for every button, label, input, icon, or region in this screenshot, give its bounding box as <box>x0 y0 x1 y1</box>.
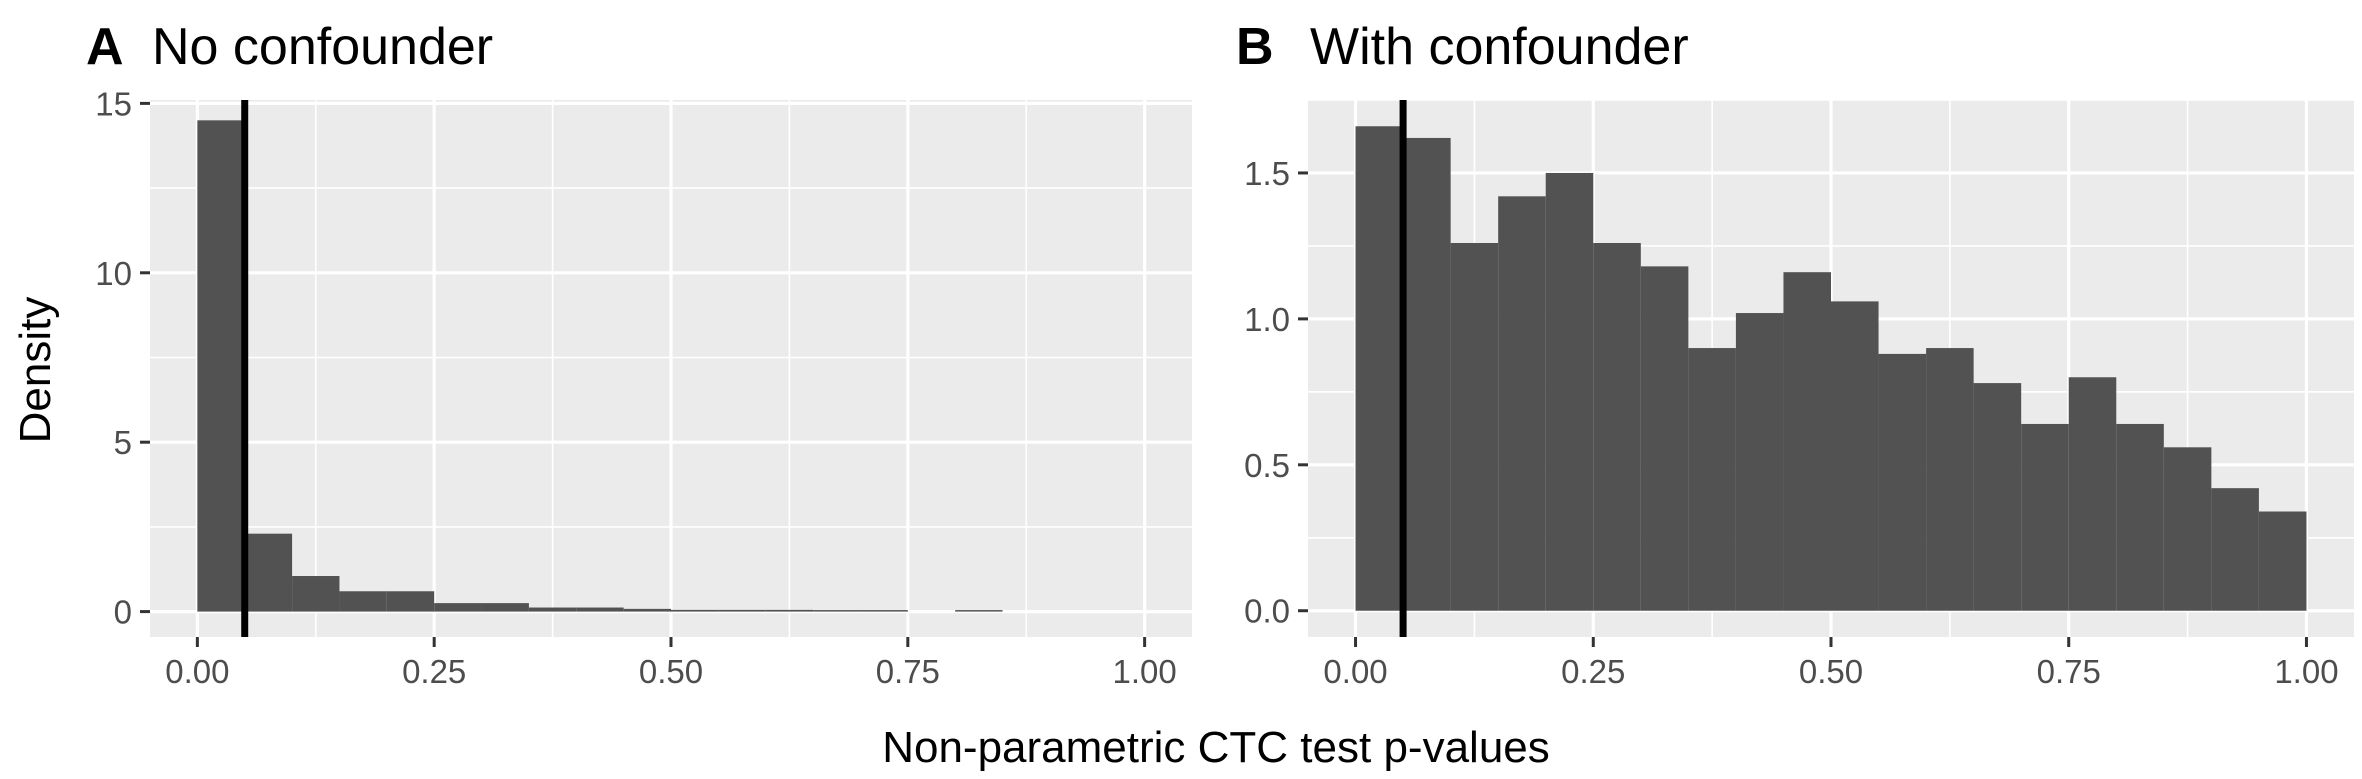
panel-a-x-ticks: 0.00 0.25 0.50 0.75 1.00 <box>165 637 1177 690</box>
x-tick-label: 1.00 <box>2274 653 2338 690</box>
x-tick-label: 0.75 <box>2037 653 2101 690</box>
histogram-bar <box>1973 383 2022 611</box>
histogram-bar <box>576 607 624 612</box>
histogram-bar <box>860 610 908 612</box>
histogram-bar <box>434 603 482 612</box>
histogram-bar <box>292 576 340 612</box>
histogram-bar <box>339 591 387 612</box>
histogram-bar <box>528 607 577 612</box>
y-tick-label: 1.5 <box>1244 155 1290 192</box>
panel-a: 0.00 0.25 0.50 0.75 1.00 0 5 10 15 A No confoun… <box>86 18 1192 690</box>
x-tick-label: 0.25 <box>402 653 466 690</box>
y-tick-label: 0 <box>114 594 132 631</box>
histogram-bar <box>1688 348 1736 611</box>
histogram-bar <box>1735 313 1784 611</box>
y-tick-label: 5 <box>114 424 132 461</box>
histogram-bar <box>244 533 293 612</box>
y-tick-label: 15 <box>95 85 132 122</box>
panel-b-x-ticks: 0.00 0.25 0.50 0.75 1.00 <box>1323 637 2339 690</box>
panel-b-y-ticks: 0.0 0.5 1.0 1.5 <box>1244 155 1308 630</box>
histogram-bar <box>1926 348 1974 611</box>
histogram-bar <box>2211 488 2259 611</box>
panel-a-bars <box>197 120 1003 612</box>
histogram-bar <box>1878 353 1927 611</box>
histogram-bar <box>1783 272 1831 611</box>
histogram-bar <box>1545 172 1594 611</box>
panel-a-y-ticks: 0 5 10 15 <box>95 85 150 631</box>
panel-b: 0.00 0.25 0.50 0.75 1.00 0.0 0.5 1.0 1.5 B With… <box>1236 18 2354 690</box>
x-tick-label: 0.25 <box>1561 653 1625 690</box>
histogram-bar <box>1403 137 1451 611</box>
histogram-bar <box>1593 243 1641 611</box>
x-tick-label: 1.00 <box>1113 653 1177 690</box>
histogram-bar <box>1640 266 1689 611</box>
x-tick-label: 0.50 <box>1799 653 1863 690</box>
y-tick-label: 1.0 <box>1244 301 1290 338</box>
x-tick-label: 0.50 <box>639 653 703 690</box>
histogram-bar <box>623 608 671 612</box>
x-tick-label: 0.75 <box>876 653 940 690</box>
x-tick-label: 0.00 <box>165 653 229 690</box>
histogram-bar <box>1831 301 1879 611</box>
histogram-bar <box>2021 423 2069 611</box>
y-axis-title: Density <box>11 297 60 444</box>
histogram-bar <box>718 609 766 612</box>
histogram-bar <box>955 610 1003 612</box>
y-tick-label: 10 <box>95 255 132 292</box>
panel-a-title: No confounder <box>152 18 493 76</box>
histogram-bar <box>386 591 435 612</box>
histogram-bar <box>481 603 529 612</box>
histogram-bar <box>1355 126 1404 611</box>
panel-b-bars <box>1355 126 2307 611</box>
x-tick-label: 0.00 <box>1323 653 1387 690</box>
histogram-bar <box>2068 377 2117 611</box>
y-tick-label: 0.5 <box>1244 447 1290 484</box>
histogram-bar <box>2163 447 2212 611</box>
histogram-bar <box>1498 196 1546 611</box>
histogram-bar <box>197 120 245 612</box>
x-axis-title: Non-parametric CTC test p-values <box>882 723 1550 772</box>
histogram-bar <box>765 609 814 612</box>
histogram-bar <box>2116 423 2164 611</box>
histogram-bar <box>813 610 861 612</box>
y-tick-label: 0.0 <box>1244 593 1290 630</box>
histogram-bar <box>2258 511 2307 611</box>
histogram-bar <box>1450 243 1499 611</box>
panel-b-title: With confounder <box>1310 18 1689 76</box>
panel-a-tag: A <box>86 18 124 76</box>
histogram-bar <box>671 609 719 612</box>
panel-b-tag: B <box>1236 18 1274 76</box>
